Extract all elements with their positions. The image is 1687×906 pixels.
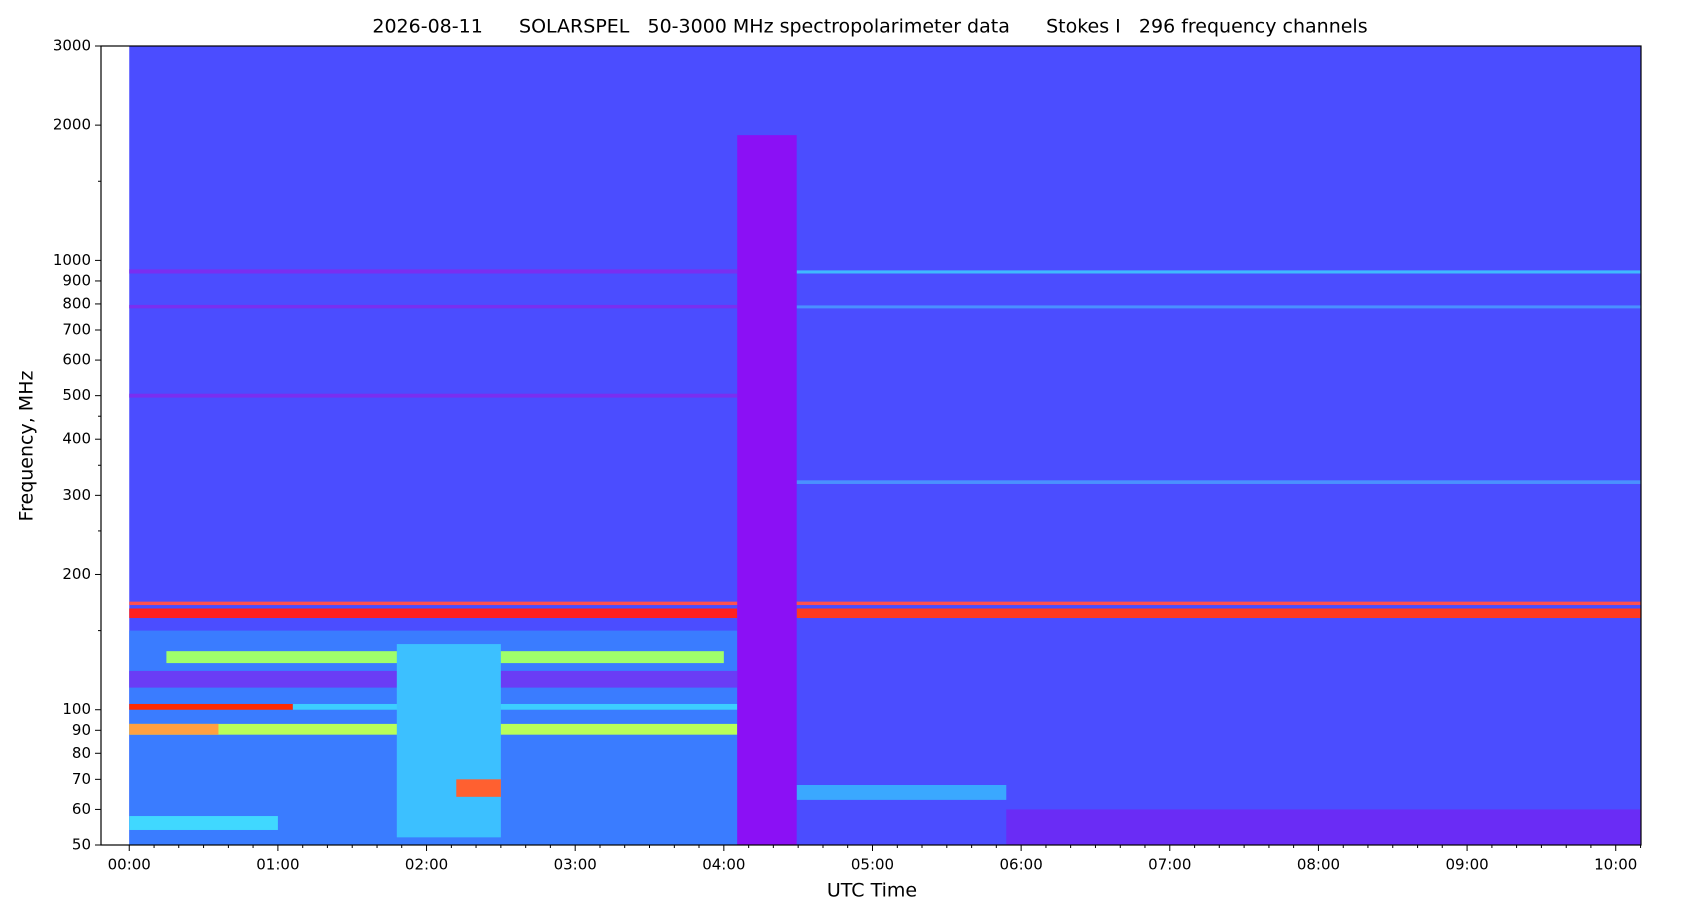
x-tick-label: 05:00	[851, 856, 894, 874]
spectral-band	[796, 270, 1641, 274]
y-tick-label: 2000	[53, 116, 91, 134]
spectral-band	[129, 703, 293, 710]
y-tick-label: 800	[62, 294, 91, 312]
spectral-band	[796, 784, 1007, 800]
x-tick-label: 04:00	[702, 856, 745, 874]
y-tick-label: 900	[62, 271, 91, 289]
y-tick-label: 80	[72, 744, 91, 762]
y-tick-label: 50	[72, 836, 91, 854]
y-tick-label: 200	[62, 565, 91, 583]
spectral-band	[456, 779, 501, 797]
chart-title: 2026-08-11 SOLARSPEL 50-3000 MHz spectro…	[372, 16, 1367, 38]
x-axis-title: UTC Time	[827, 880, 917, 902]
spectral-band	[396, 644, 501, 838]
spectral-band	[1006, 809, 1641, 845]
x-tick-label: 01:00	[256, 856, 299, 874]
spectral-band	[129, 608, 738, 619]
y-tick-label: 500	[62, 386, 91, 404]
spectral-band	[129, 601, 1641, 606]
spectral-band	[796, 608, 1641, 619]
x-tick-label: 09:00	[1445, 856, 1488, 874]
spectral-band	[292, 703, 738, 710]
y-axis-title: Frequency, MHz	[16, 371, 38, 522]
x-tick-label: 07:00	[1148, 856, 1191, 874]
spectral-band	[796, 480, 1641, 484]
x-tick-label: 03:00	[554, 856, 597, 874]
x-tick-label: 08:00	[1297, 856, 1340, 874]
x-tick-label: 06:00	[1000, 856, 1043, 874]
y-tick-label: 400	[62, 430, 91, 448]
y-tick-label: 1000	[53, 251, 91, 269]
x-tick-label: 10:00	[1594, 856, 1637, 874]
x-tick-label: 02:00	[405, 856, 448, 874]
plot-frame	[100, 45, 1642, 846]
y-tick-label: 60	[72, 800, 91, 818]
y-tick-label: 600	[62, 351, 91, 369]
x-tick-label: 00:00	[108, 856, 151, 874]
spectral-band	[129, 304, 738, 309]
spectral-band	[737, 135, 797, 845]
spectral-band	[129, 816, 278, 830]
y-tick-label: 100	[62, 700, 91, 718]
y-tick-label: 700	[62, 320, 91, 338]
spectral-band	[796, 305, 1641, 309]
y-tick-label: 3000	[53, 37, 91, 55]
y-tick-label: 70	[72, 770, 91, 788]
spectral-band	[129, 269, 738, 274]
spectral-band	[129, 723, 219, 735]
y-tick-label: 300	[62, 486, 91, 504]
y-tick-label: 90	[72, 721, 91, 739]
spectral-band	[129, 393, 738, 398]
